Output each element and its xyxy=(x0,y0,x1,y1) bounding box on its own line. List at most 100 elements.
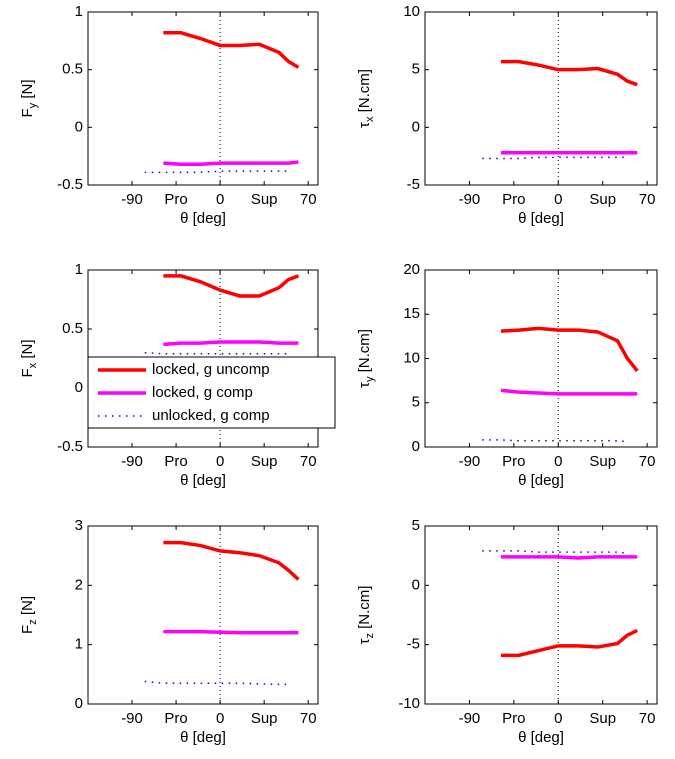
y-tick-label: 1 xyxy=(75,261,83,278)
series-line xyxy=(163,540,300,581)
x-tick-label: 0 xyxy=(216,710,224,727)
y-tick-label: -10 xyxy=(398,695,420,712)
subplot: -90 Pro 0 Sup 70 -0.5 0 0.5 1 θ [deg] Fy [N] xyxy=(19,3,319,227)
y-axis-label: τx [N.cm] xyxy=(356,69,376,128)
x-tick-label: Pro xyxy=(164,453,187,470)
y-tick-label: 10 xyxy=(403,349,420,366)
y-tick-label: 0 xyxy=(412,438,420,455)
x-tick-label: Sup xyxy=(251,710,278,727)
axes-box xyxy=(87,11,319,186)
y-label-unit: [N] xyxy=(19,339,36,362)
y-label-symbol: F xyxy=(19,625,36,634)
y-tick-label: -5 xyxy=(407,636,420,653)
y-label-subscript: z xyxy=(364,633,376,639)
y-tick-label: 0.5 xyxy=(62,320,83,337)
y-tick-label: 10 xyxy=(403,3,420,20)
y-label-symbol: τ xyxy=(356,122,373,128)
x-tick-label: Pro xyxy=(502,710,525,727)
y-tick-label: 0 xyxy=(75,695,83,712)
legend-label: locked, g comp xyxy=(152,384,253,401)
x-tick-label: 70 xyxy=(639,191,656,208)
axes-box xyxy=(424,525,658,705)
x-tick-label: 70 xyxy=(300,191,317,208)
y-label-symbol: F xyxy=(19,368,36,377)
x-tick-label: Pro xyxy=(502,453,525,470)
y-tick-label: 1 xyxy=(75,636,83,653)
x-tick-label: 0 xyxy=(554,710,562,727)
series-line xyxy=(482,550,628,555)
x-axis-label: θ [deg] xyxy=(518,210,564,227)
x-tick-label: 70 xyxy=(639,710,656,727)
x-tick-label: -90 xyxy=(459,710,481,727)
y-label-subscript: x xyxy=(27,362,39,368)
y-label-unit: [N.cm] xyxy=(356,69,373,117)
x-tick-label: 70 xyxy=(300,453,317,470)
y-tick-label: 0 xyxy=(412,576,420,593)
y-tick-label: 5 xyxy=(412,61,420,78)
x-tick-label: 0 xyxy=(216,453,224,470)
x-tick-label: Pro xyxy=(502,191,525,208)
series-line xyxy=(501,59,638,87)
subplot: -90 Pro 0 Sup 70 -5 0 5 10 θ [deg] τx [N.cm] xyxy=(356,3,658,227)
y-axis-label: Fx [N] xyxy=(19,339,39,377)
x-tick-label: Pro xyxy=(164,710,187,727)
x-tick-label: Pro xyxy=(164,191,187,208)
y-label-symbol: τ xyxy=(356,638,373,644)
y-label-subscript: z xyxy=(27,619,39,625)
y-tick-label: 0.5 xyxy=(62,61,83,78)
x-axis-label: θ [deg] xyxy=(518,729,564,746)
x-tick-label: 0 xyxy=(554,453,562,470)
series-line xyxy=(163,274,300,298)
series-line xyxy=(163,31,300,69)
axes-box xyxy=(87,525,319,705)
x-axis-label: θ [deg] xyxy=(180,472,226,489)
x-tick-label: -90 xyxy=(121,710,143,727)
y-label-symbol: F xyxy=(19,108,36,117)
y-axis-label: Fz [N] xyxy=(19,596,39,634)
x-tick-label: Sup xyxy=(251,453,278,470)
subplot: -90 Pro 0 Sup 70 -0.5 0 0.5 1 θ [deg] Fx [N] locked… xyxy=(19,261,336,489)
series-line xyxy=(144,680,289,686)
y-label-subscript: y xyxy=(364,376,376,382)
legend-label: unlocked, g comp xyxy=(152,407,270,424)
y-label-unit: [N.cm] xyxy=(356,586,373,634)
series-line xyxy=(144,351,289,355)
y-axis-label: τy [N.cm] xyxy=(356,329,376,388)
y-tick-label: 5 xyxy=(412,394,420,411)
x-axis-label: θ [deg] xyxy=(180,210,226,227)
y-label-symbol: τ xyxy=(356,382,373,388)
y-label-unit: [N] xyxy=(19,596,36,619)
x-tick-label: -90 xyxy=(459,191,481,208)
y-axis-label: Fy [N] xyxy=(19,79,39,117)
subplot: -90 Pro 0 Sup 70 0 1 2 3 θ [deg] Fz [N] xyxy=(19,517,319,746)
y-tick-label: -5 xyxy=(407,176,420,193)
y-label-unit: [N.cm] xyxy=(356,329,373,377)
y-tick-label: 1 xyxy=(75,3,83,20)
y-axis-label: τz [N.cm] xyxy=(356,586,376,645)
x-tick-label: Sup xyxy=(251,191,278,208)
series-line xyxy=(163,160,299,166)
y-tick-label: -0.5 xyxy=(57,176,83,193)
subplot: -90 Pro 0 Sup 70 -10 -5 0 5 θ [deg] τz [N.cm] xyxy=(356,517,658,746)
series-line xyxy=(163,629,299,635)
x-axis-label: θ [deg] xyxy=(180,729,226,746)
x-tick-label: 70 xyxy=(300,710,317,727)
y-tick-label: 0 xyxy=(75,379,83,396)
subplot: -90 Pro 0 Sup 70 0 5 10 15 20 θ [deg] τy [N.cm] xyxy=(356,261,658,489)
y-tick-label: 5 xyxy=(412,517,420,534)
x-tick-label: -90 xyxy=(459,453,481,470)
x-tick-label: -90 xyxy=(121,191,143,208)
y-label-subscript: x xyxy=(364,116,376,122)
series-line xyxy=(482,156,628,160)
y-tick-label: 20 xyxy=(403,261,420,278)
legend-label: locked, g uncomp xyxy=(152,361,270,378)
y-tick-label: 0 xyxy=(75,118,83,135)
y-tick-label: 15 xyxy=(403,305,420,322)
axes-box xyxy=(424,11,658,186)
x-tick-label: Sup xyxy=(589,453,616,470)
series-line xyxy=(500,388,638,396)
x-tick-label: Sup xyxy=(589,710,616,727)
y-tick-label: -0.5 xyxy=(57,438,83,455)
